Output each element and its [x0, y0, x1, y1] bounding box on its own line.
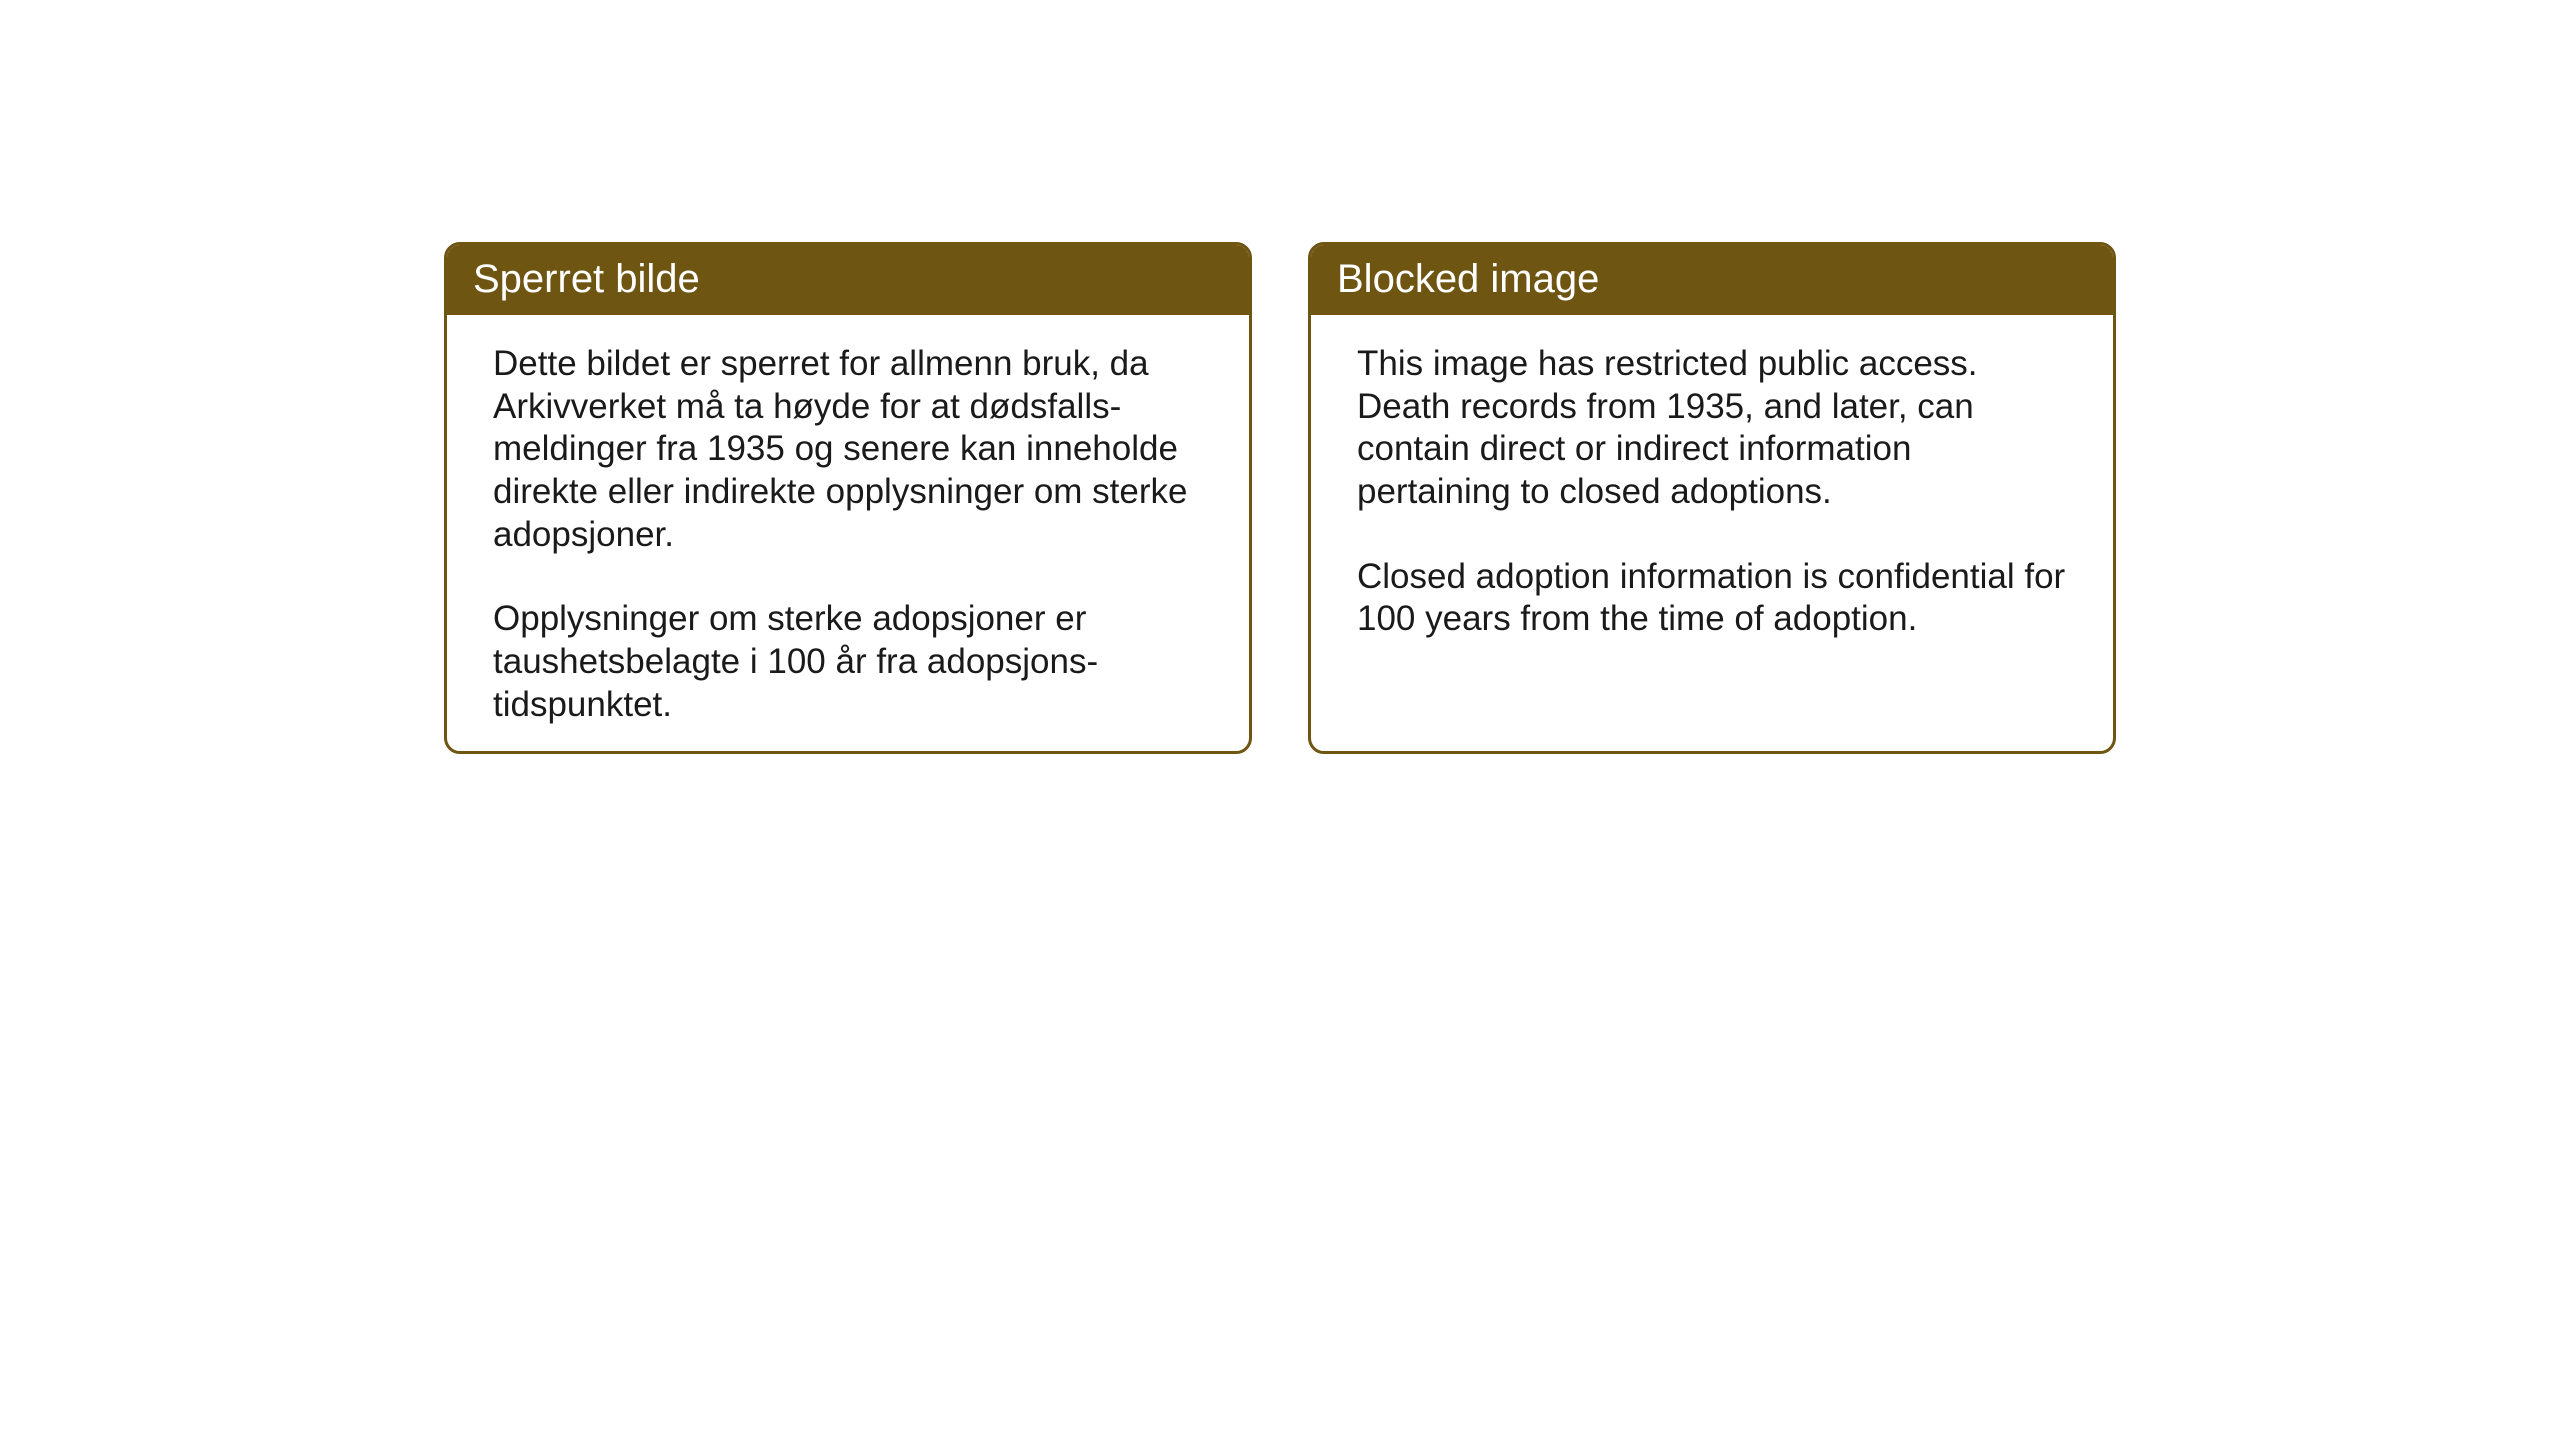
notice-header-english: Blocked image [1311, 245, 2113, 315]
notice-card-norwegian: Sperret bilde Dette bildet er sperret fo… [444, 242, 1252, 754]
notice-paragraph-1-english: This image has restricted public access.… [1357, 343, 2067, 514]
notice-card-english: Blocked image This image has restricted … [1308, 242, 2116, 754]
notice-header-norwegian: Sperret bilde [447, 245, 1249, 315]
notice-title-norwegian: Sperret bilde [473, 257, 700, 301]
notice-paragraph-1-norwegian: Dette bildet er sperret for allmenn bruk… [493, 343, 1203, 556]
notice-container: Sperret bilde Dette bildet er sperret fo… [444, 242, 2116, 754]
notice-body-english: This image has restricted public access.… [1311, 315, 2113, 681]
notice-paragraph-2-norwegian: Opplysninger om sterke adopsjoner er tau… [493, 598, 1203, 726]
notice-paragraph-2-english: Closed adoption information is confident… [1357, 556, 2067, 641]
notice-body-norwegian: Dette bildet er sperret for allmenn bruk… [447, 315, 1249, 754]
notice-title-english: Blocked image [1337, 257, 1599, 301]
